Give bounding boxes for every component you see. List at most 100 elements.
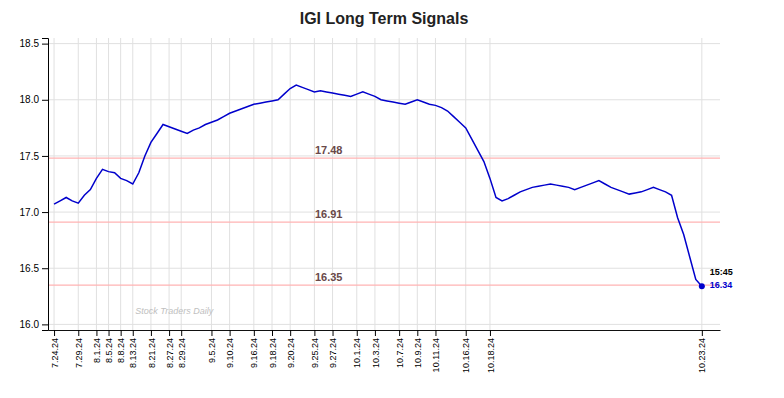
x-tick-mark <box>314 330 315 336</box>
x-tick-label: 8.21.24 <box>147 338 157 368</box>
x-tick-mark <box>211 330 212 336</box>
x-tick-mark <box>417 330 418 336</box>
y-tick: 18.5 <box>20 38 48 49</box>
x-tick-mark <box>702 330 703 336</box>
series-line <box>54 85 702 286</box>
x-tick-label: 9.10.24 <box>225 338 235 368</box>
x-axis: 7.24.24 7.29.24 8.1.248.5.248.8.248.13.24 8… <box>49 330 721 373</box>
grid-line-y <box>48 268 720 269</box>
x-tick-label: 8.8.24 <box>116 338 126 363</box>
grid-line-y <box>48 155 720 156</box>
grid-line-x <box>229 38 230 330</box>
title: IGI Long Term Signals <box>300 10 469 27</box>
x-tick-mark <box>78 330 79 336</box>
x-tick-label: 9.5.24 <box>207 338 217 363</box>
x-tick-label: 8.13.24 <box>128 338 138 368</box>
marks <box>48 85 720 289</box>
y-tick: 17.5 <box>20 151 48 162</box>
y-tick-label: 18.0 <box>20 94 40 105</box>
x-tick-mark <box>151 330 152 336</box>
reference-line <box>48 158 720 159</box>
grid-line-x <box>435 38 436 330</box>
x-tick-mark <box>272 330 273 336</box>
x-tick-label: 9.16.24 <box>249 338 259 368</box>
grid-line-y <box>48 324 720 325</box>
x-tick-mark <box>254 330 255 336</box>
grid-line-x <box>150 38 151 330</box>
x-tick-label: 7.24.24 <box>50 338 60 368</box>
grid-line-x <box>465 38 466 330</box>
grid-line-x <box>356 38 357 330</box>
grid-line-x <box>120 38 121 330</box>
grid-line-x <box>290 38 291 330</box>
x-tick: 7.29.24 <box>74 330 84 368</box>
plot: 7.24.24 7.29.24 8.1.248.5.248.8.248.13.24 8… <box>20 38 733 373</box>
grid-line-x <box>181 38 182 330</box>
y-tick-label: 18.5 <box>20 38 40 49</box>
x-tick-label: 8.5.24 <box>104 338 114 363</box>
grid-line-x <box>78 38 79 330</box>
chart-container: IGI Long Term Signals 7.24.24 7.29.24 8.1.2… <box>0 0 784 398</box>
x-tick-label: 9.27.24 <box>328 338 338 368</box>
x-tick-mark <box>230 330 231 336</box>
grid <box>48 38 720 330</box>
x-tick: 8.21.24 <box>147 330 157 368</box>
y-tick: 16.5 <box>20 263 48 274</box>
grid-line-x <box>374 38 375 330</box>
y-tick: 17.0 <box>20 207 48 218</box>
x-tick-label: 10.9.24 <box>413 338 423 368</box>
y-tick-mark <box>42 324 48 325</box>
grid-line-x <box>211 38 212 330</box>
x-tick: 10.18.24 <box>486 330 496 373</box>
reference-label: 16.35 <box>315 271 343 283</box>
grid-line-x <box>108 38 109 330</box>
x-tick-mark <box>466 330 467 336</box>
y-axis-line <box>42 39 49 331</box>
x-tick-label: 10.7.24 <box>395 338 405 368</box>
grid-line-x <box>399 38 400 330</box>
x-tick: 9.16.24 <box>249 330 259 368</box>
y-tick-mark <box>42 268 48 269</box>
x-tick-label: 9.20.24 <box>286 338 296 368</box>
x-tick-label: 8.29.24 <box>177 338 187 368</box>
x-tick-mark <box>357 330 358 336</box>
x-tick-label: 8.1.24 <box>92 338 102 363</box>
grid-line-y <box>48 212 720 213</box>
grid-line-x <box>54 38 55 330</box>
x-tick-mark <box>333 330 334 336</box>
x-tick-label: 8.27.24 <box>165 338 175 368</box>
x-tick: 7.24.24 <box>50 330 60 368</box>
y-tick-mark <box>42 100 48 101</box>
last-point <box>699 283 705 289</box>
x-tick-mark <box>490 330 491 336</box>
x-tick: 10.1.24 <box>352 330 362 368</box>
x-tick: 10.3.24 <box>371 330 381 368</box>
x-tick-mark <box>54 330 55 336</box>
x-tick-mark <box>181 330 182 336</box>
x-tick: 9.25.24 <box>310 330 320 368</box>
x-tick: 10.9.24 <box>413 330 423 368</box>
last-time-label: 15:45 <box>710 267 733 277</box>
x-tick: 10.16.24 <box>461 330 471 373</box>
y-tick-label: 16.5 <box>20 263 40 274</box>
x-tick: 9.10.24 <box>225 330 235 368</box>
x-tick: 8.8.24 <box>116 330 126 363</box>
x-tick: 10.7.24 <box>395 330 405 368</box>
reference-line <box>48 222 720 223</box>
x-tick-label: 10.1.24 <box>352 338 362 368</box>
grid-line-x <box>96 38 97 330</box>
y-tick: 18.0 <box>20 94 48 105</box>
y-tick-mark <box>42 44 48 45</box>
x-tick: 8.1.24 <box>92 330 102 363</box>
x-tick: 8.27.24 <box>165 330 175 368</box>
x-tick: 8.5.24 <box>104 330 114 363</box>
grid-line-x <box>489 38 490 330</box>
reference-label: 17.48 <box>315 144 343 156</box>
x-tick: 9.5.24 <box>207 330 217 363</box>
x-tick-mark <box>435 330 436 336</box>
x-tick-mark <box>96 330 97 336</box>
x-tick: 8.29.24 <box>177 330 187 368</box>
x-tick-mark <box>375 330 376 336</box>
x-tick-mark <box>133 330 134 336</box>
x-tick-label: 10.11.24 <box>431 338 441 372</box>
